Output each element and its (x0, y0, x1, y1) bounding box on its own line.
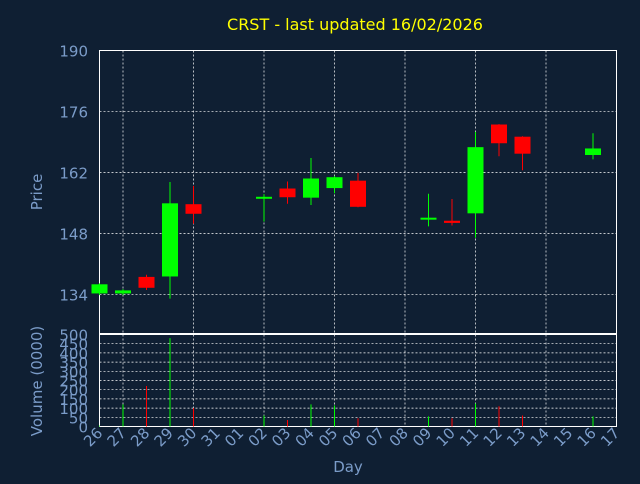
x-tick-label: 03 (268, 424, 294, 450)
x-tick-label: 27 (104, 424, 130, 450)
x-tick-label: 04 (292, 424, 318, 450)
candle-body (326, 177, 343, 189)
x-tick-label: 11 (456, 424, 482, 450)
volume-y-tick-label: 450 (59, 336, 88, 354)
x-tick-label: 05 (315, 424, 341, 450)
x-tick-label: 09 (409, 424, 435, 450)
volume-y-tick-label: 500 (59, 327, 88, 345)
x-tick-label: 29 (151, 424, 177, 450)
candle-body (138, 276, 155, 288)
volume-y-tick-label: 150 (59, 391, 88, 409)
price-y-tick-label: 134 (59, 286, 88, 304)
candle-body (585, 148, 601, 155)
volume-y-tick-label: 100 (59, 400, 88, 418)
volume-y-tick-label: 250 (59, 373, 88, 391)
candle-body (514, 136, 531, 154)
volume-bars (99, 338, 594, 427)
candle-body (115, 290, 131, 294)
price-y-tick-label: 162 (59, 164, 88, 182)
volume-y-tick-label: 350 (59, 354, 88, 372)
price-candles (91, 124, 601, 299)
candle-body (162, 203, 178, 277)
candle-body (256, 196, 272, 199)
candle-body (350, 180, 366, 207)
volume-y-tick-label: 50 (69, 409, 88, 427)
volume-y-tick-label: 0 (78, 419, 88, 437)
x-tick-label: 14 (527, 424, 553, 450)
candle-body (303, 178, 319, 198)
x-axis-label: Day (333, 458, 363, 476)
candle-body (444, 220, 460, 223)
x-tick-label: 01 (221, 424, 247, 450)
x-tick-label: 13 (503, 424, 529, 450)
chart-title: CRST - last updated 16/02/2026 (227, 15, 483, 34)
volume-y-axis-label: Volume (0000) (28, 326, 46, 436)
x-tick-label: 16 (574, 424, 600, 450)
x-tick-label: 17 (597, 424, 623, 450)
volume-y-tick-label: 400 (59, 345, 88, 363)
volume-y-tick-label: 300 (59, 363, 88, 381)
candle-body (491, 124, 507, 144)
x-tick-label: 08 (386, 424, 412, 450)
x-tick-label: 02 (245, 424, 271, 450)
x-tick-label: 10 (433, 424, 459, 450)
x-tick-labels: 2627282930310102030405060708091011121314… (80, 424, 623, 450)
price-y-tick-label: 148 (59, 225, 88, 243)
price-y-tick-labels: 134 148 162 176 190 (59, 43, 88, 305)
price-y-tick-label: 190 (59, 43, 88, 61)
price-y-axis-label: Price (28, 174, 46, 211)
candle-body (91, 284, 108, 294)
x-tick-label: 12 (480, 424, 506, 450)
price-y-tick-label: 176 (59, 103, 88, 121)
volume-plot-area (99, 334, 617, 427)
x-tick-label: 06 (339, 424, 365, 450)
x-tick-label: 07 (362, 424, 388, 450)
x-tick-label: 28 (127, 424, 153, 450)
candle-body (467, 147, 484, 214)
candle-body (420, 217, 437, 220)
candle-body (279, 188, 296, 198)
candle-body (185, 204, 202, 214)
x-tick-label: 15 (550, 424, 576, 450)
x-tick-label: 31 (198, 424, 224, 450)
x-tick-label: 30 (174, 424, 200, 450)
volume-y-tick-label: 200 (59, 382, 88, 400)
